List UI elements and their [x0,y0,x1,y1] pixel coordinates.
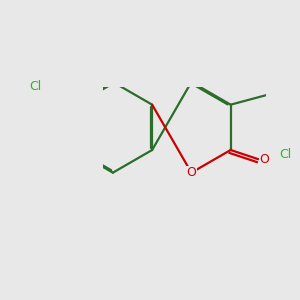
Text: O: O [187,166,196,179]
Text: Cl: Cl [29,80,41,93]
Text: Cl: Cl [279,148,292,161]
Text: O: O [260,153,269,166]
